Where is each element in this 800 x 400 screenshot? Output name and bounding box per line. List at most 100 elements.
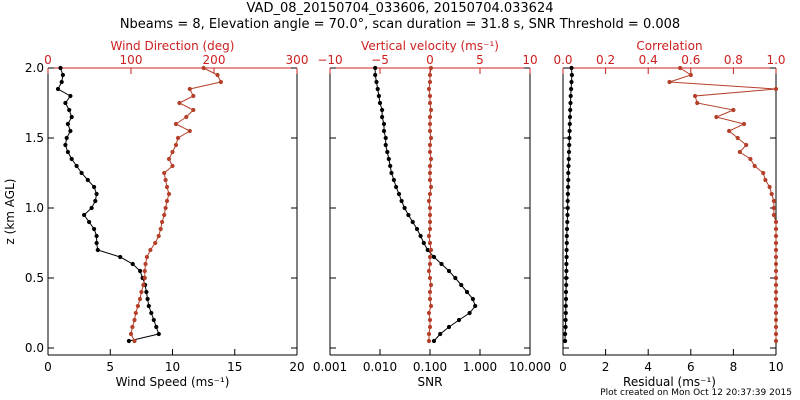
panel1-series1-point <box>427 93 433 99</box>
panel2-series1-point <box>731 107 736 113</box>
top-tick-label: 200 <box>203 53 226 67</box>
panel2-series1-point <box>773 338 779 344</box>
panel1-series0-point <box>410 219 415 225</box>
panel1-series1-point <box>427 261 433 267</box>
x-tick-label: 2 <box>602 360 610 374</box>
panel0-series1-point <box>173 121 179 127</box>
panel2-series1-point <box>748 156 753 162</box>
top-tick-label: 0.2 <box>596 53 615 67</box>
panel2-series0-point <box>566 184 571 190</box>
panel0-series0-point <box>154 324 159 330</box>
panel2-series1-point <box>773 324 779 330</box>
panel1-series1-point <box>427 226 433 232</box>
panel2-series0-point <box>565 205 570 211</box>
panel2-series0-point <box>566 149 572 155</box>
top-tick-label: 300 <box>286 53 309 67</box>
panel0-series0-point <box>93 198 98 204</box>
panel1-series1-point <box>427 163 433 169</box>
panel2-series1-point <box>773 317 779 323</box>
panel0-series1-point <box>143 261 148 267</box>
panel2-series1-point <box>771 205 777 211</box>
panel1-series1-point <box>427 317 433 323</box>
panel0-series1-point <box>191 107 196 113</box>
panel0-series0-point <box>138 268 143 274</box>
panel1-series0-point <box>388 163 393 169</box>
panel0-series1-point <box>153 240 158 246</box>
panel2-series1-point <box>667 79 672 85</box>
panel1-series0-point <box>453 275 458 281</box>
panel0-series0-point <box>156 331 161 337</box>
panel2-series1-point <box>695 100 700 106</box>
panel2-series1-point <box>688 72 693 78</box>
panel0-series1-point <box>142 275 147 281</box>
panel0-series0-point <box>64 135 69 141</box>
panel1-series1-point <box>427 149 433 155</box>
panel0-series0-point <box>65 149 70 155</box>
panel0-series0-point <box>89 205 94 211</box>
panel0-series1-point <box>163 205 168 211</box>
panel0-series1-point <box>187 128 192 134</box>
panel2-series1-point <box>752 163 757 169</box>
panel0-series0-point <box>69 114 74 120</box>
panel0-series0-point <box>85 177 90 183</box>
panel1-series1-point <box>428 107 434 113</box>
x-tick-label: 5 <box>106 360 114 374</box>
panel2-series1-point <box>737 149 742 155</box>
panel1-series0-point <box>374 79 379 85</box>
panel2-series0-point <box>568 107 573 113</box>
x-tick-label: 6 <box>687 360 695 374</box>
panel1-series0-point <box>431 338 437 344</box>
panel0-series1-point <box>170 163 175 169</box>
panel0-series1-point <box>135 303 140 309</box>
panel2-series1-point <box>773 261 779 267</box>
panel0-series0-point <box>146 303 151 309</box>
panel2-series1-line <box>669 67 777 341</box>
panel0-series1-point <box>164 198 170 204</box>
panel1-series1-point <box>427 128 433 134</box>
panel0-series0-point <box>55 86 61 92</box>
panel1-series0-point <box>381 121 387 127</box>
panel1-series0-point <box>431 254 437 260</box>
panel1-series0-point <box>402 205 407 211</box>
panel0-series0-point <box>95 247 100 253</box>
panel2-series1-point <box>773 233 779 239</box>
panel0-series1-point <box>144 254 149 260</box>
panel2-series1-point <box>771 212 777 218</box>
panel1-series0-point <box>438 331 443 337</box>
panel1-series1-point <box>428 247 434 253</box>
panel1-series0-point <box>383 135 388 141</box>
x-tick-label: 20 <box>289 360 304 374</box>
panel2-series1-point <box>773 331 779 337</box>
panel2-series0-point <box>565 219 570 225</box>
panel2-series1-point <box>773 310 779 316</box>
panel0-series0-point <box>68 93 73 99</box>
panel1-series0-point <box>446 324 452 330</box>
top-tick-label: 0 <box>44 53 52 67</box>
panel0-series1-point <box>132 338 137 344</box>
panel1-series1-point <box>426 310 432 316</box>
y-tick-label: 1.5 <box>25 131 44 145</box>
panel2-series1-point <box>773 296 779 302</box>
panel1-series1-point <box>427 212 433 218</box>
y-tick-label: 0.5 <box>25 271 44 285</box>
panel2-series0-point <box>563 310 568 316</box>
panel2-series0-point <box>563 331 568 337</box>
panel0-series0-point <box>92 184 97 190</box>
panel2-series1-point <box>773 86 779 92</box>
panel1-series0-point <box>464 289 470 295</box>
panel2-series0-point <box>566 177 571 183</box>
panel0-series0-point <box>69 156 74 162</box>
panel2-series1-point <box>773 226 779 232</box>
panel2-series0-point <box>565 191 571 197</box>
panel0-series1-point <box>156 233 161 239</box>
panel2-series1-point <box>773 282 779 288</box>
panel0-series1-point <box>173 142 179 148</box>
panel1-top-axis-label: Vertical velocity (ms⁻¹) <box>361 39 499 53</box>
top-tick-label: 100 <box>120 53 143 67</box>
panel1-series0-point <box>377 100 383 106</box>
panel1-series0-point <box>425 247 430 253</box>
panel1-series0-point <box>375 86 380 92</box>
plot-credit: Plot created on Mon Oct 12 20:37:39 2015 <box>600 388 792 398</box>
y-axis-label: z (km AGL) <box>3 179 17 245</box>
panel0-series0-point <box>63 100 68 106</box>
